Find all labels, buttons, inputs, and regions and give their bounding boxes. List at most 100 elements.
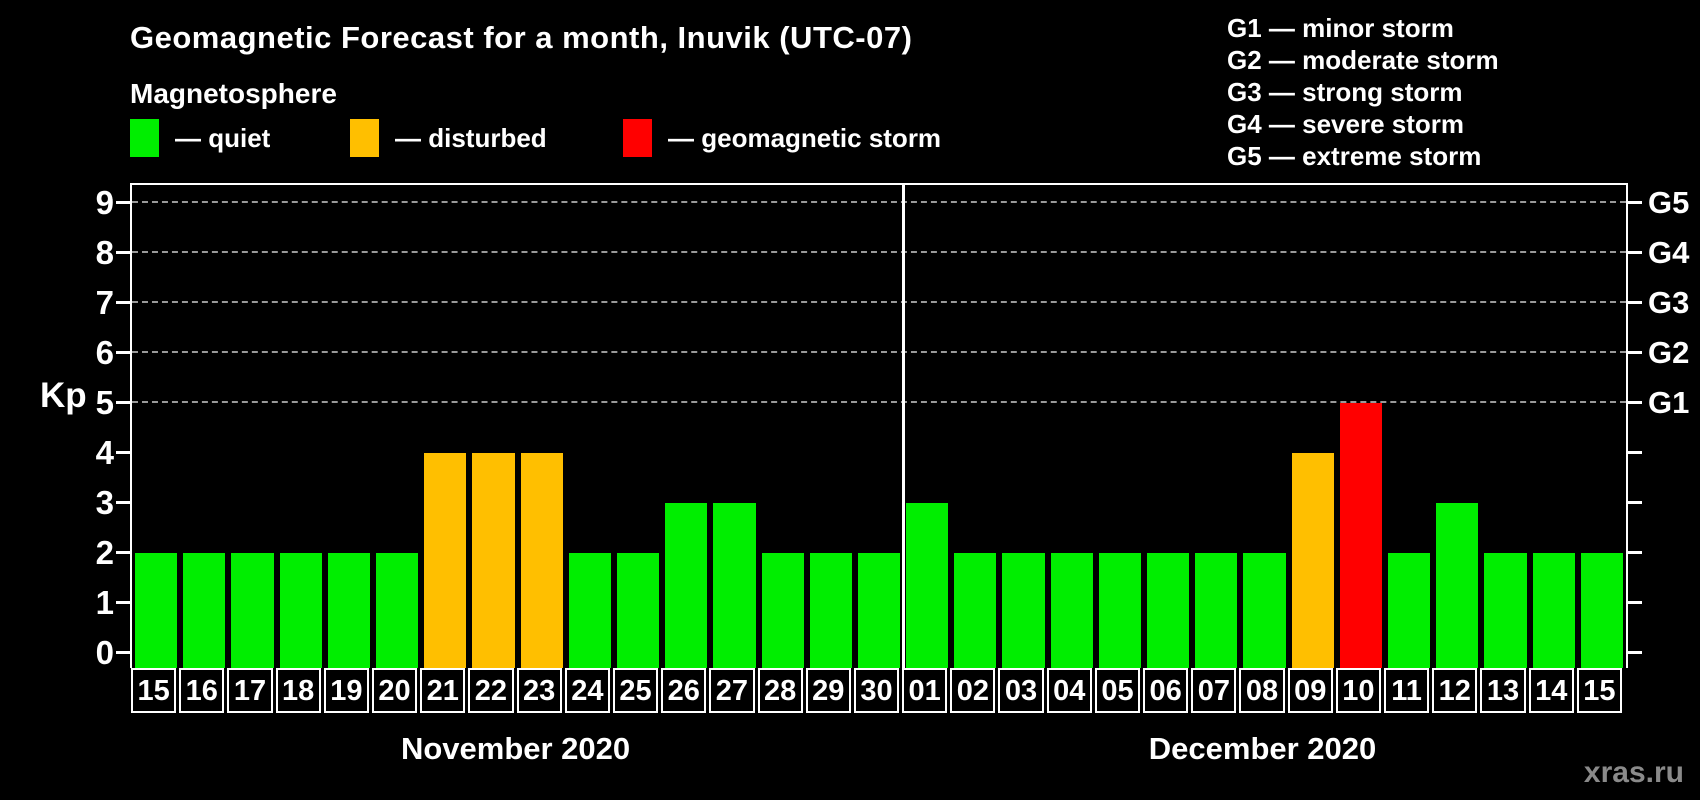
kp-tick-label: 9 <box>95 184 114 221</box>
kp-bar <box>1532 553 1575 668</box>
day-label: 23 <box>516 668 562 713</box>
right-axis-tick <box>1628 451 1642 454</box>
right-axis-tick <box>1628 251 1642 254</box>
day-label: 21 <box>420 668 466 713</box>
legend-label: — geomagnetic storm <box>668 122 942 153</box>
day-label: 27 <box>709 668 755 713</box>
g-legend-line: G1 — minor storm <box>1227 13 1454 43</box>
left-axis-tick <box>116 301 130 304</box>
day-label: 15 <box>131 668 177 713</box>
g-scale-label-g4: G4 <box>1648 235 1690 270</box>
legend-label: — quiet <box>175 122 271 153</box>
right-axis-tick <box>1628 501 1642 504</box>
left-axis-tick <box>116 601 130 604</box>
kp-bar <box>761 553 804 668</box>
kp-tick-label: 5 <box>95 384 114 421</box>
kp-bar <box>665 503 708 668</box>
right-axis-tick <box>1628 651 1642 654</box>
left-axis-tick <box>116 201 130 204</box>
kp-tick-label: 2 <box>95 534 114 571</box>
g-legend-line: G3 — strong storm <box>1227 77 1463 107</box>
right-axis-tick <box>1628 351 1642 354</box>
day-label: 02 <box>950 668 996 713</box>
kp-bar <box>616 553 660 668</box>
plot-area <box>116 183 1642 668</box>
day-label: 05 <box>1094 668 1141 713</box>
day-label: 18 <box>275 668 321 713</box>
kp-bar <box>713 503 756 668</box>
day-label: 26 <box>661 668 707 713</box>
right-axis-tick <box>1628 201 1642 204</box>
kp-axis-tick-labels: 0 1 2 3 4 5 6 7 8 9 <box>0 183 114 671</box>
day-label: 24 <box>564 668 610 713</box>
day-label: 20 <box>371 668 418 713</box>
kp-tick-label: 8 <box>95 234 114 271</box>
day-label: 25 <box>612 668 659 713</box>
kp-tick-label: 0 <box>95 634 114 671</box>
gridline-kp7 <box>132 301 1626 303</box>
g-scale-label-g3: G3 <box>1648 285 1690 320</box>
right-axis-tick <box>1628 551 1642 554</box>
kp-tick-label: 1 <box>95 584 114 621</box>
right-axis-tick <box>1628 601 1642 604</box>
day-label: 06 <box>1143 668 1189 713</box>
kp-bar <box>1484 553 1527 668</box>
kp-bar <box>1243 553 1286 668</box>
day-label: 12 <box>1432 668 1478 713</box>
month-label: November 2020 <box>400 731 631 766</box>
right-axis-tick <box>1628 401 1642 404</box>
day-label: 30 <box>853 668 900 713</box>
day-label: 04 <box>1046 668 1092 713</box>
kp-bar <box>183 553 226 668</box>
kp-tick-label: 6 <box>95 334 114 371</box>
kp-bar <box>906 503 949 668</box>
day-label: 17 <box>227 668 273 713</box>
day-label: 01 <box>902 668 948 713</box>
legend-item-quiet: — quiet <box>130 116 270 160</box>
kp-bar <box>1147 553 1190 668</box>
chart-subtitle: Magnetosphere <box>130 78 337 109</box>
quiet-color-swatch <box>130 119 159 157</box>
day-label: 14 <box>1528 668 1574 713</box>
kp-tick-label: 3 <box>95 484 114 521</box>
kp-tick-label: 7 <box>95 284 114 321</box>
legend-item-storm: — geomagnetic storm <box>623 116 941 160</box>
kp-bar <box>1002 553 1045 668</box>
day-label: 07 <box>1191 668 1237 713</box>
kp-bar <box>1436 503 1479 668</box>
chart-title: Geomagnetic Forecast for a month, Inuvik… <box>130 20 913 55</box>
kp-tick-label: 4 <box>95 434 114 471</box>
gridline-kp8 <box>132 251 1626 253</box>
day-label: 19 <box>323 668 369 713</box>
kp-axis-title: Kp <box>40 376 87 415</box>
gridline-kp6 <box>132 351 1626 353</box>
g-scale-label-g1: G1 <box>1648 385 1690 420</box>
left-axis-tick <box>116 551 130 554</box>
left-axis-tick <box>116 651 130 654</box>
day-axis-row: 15 16 17 18 19 20 21 22 23 24 25 26 27 28 29 30 01 02 03 04… <box>130 668 1628 715</box>
kp-bar <box>857 553 901 668</box>
month-label: December 2020 <box>1148 731 1377 766</box>
kp-bar <box>1291 453 1334 668</box>
left-axis-tick <box>116 451 130 454</box>
right-axis-tick <box>1628 301 1642 304</box>
month-axis-labels: November 2020 December 2020 <box>130 731 1628 771</box>
left-axis-tick <box>116 401 130 404</box>
kp-bar <box>1339 403 1383 668</box>
kp-bar <box>1580 553 1623 668</box>
day-label: 09 <box>1287 668 1333 713</box>
left-axis-tick <box>116 501 130 504</box>
g-scale-legend: G1 — minor storm G2 — moderate storm G3 — … <box>1227 12 1499 172</box>
status-legend: — quiet — disturbed — geomagnetic storm <box>0 116 1100 160</box>
kp-bar <box>424 453 467 668</box>
kp-bar <box>1050 553 1093 668</box>
day-label: 08 <box>1239 668 1285 713</box>
left-axis-tick <box>116 351 130 354</box>
gridline-kp9 <box>132 201 1626 203</box>
kp-bar <box>472 453 515 668</box>
kp-bar <box>954 553 997 668</box>
day-label: 10 <box>1335 668 1382 713</box>
storm-color-swatch <box>623 119 652 157</box>
left-axis-tick <box>116 251 130 254</box>
